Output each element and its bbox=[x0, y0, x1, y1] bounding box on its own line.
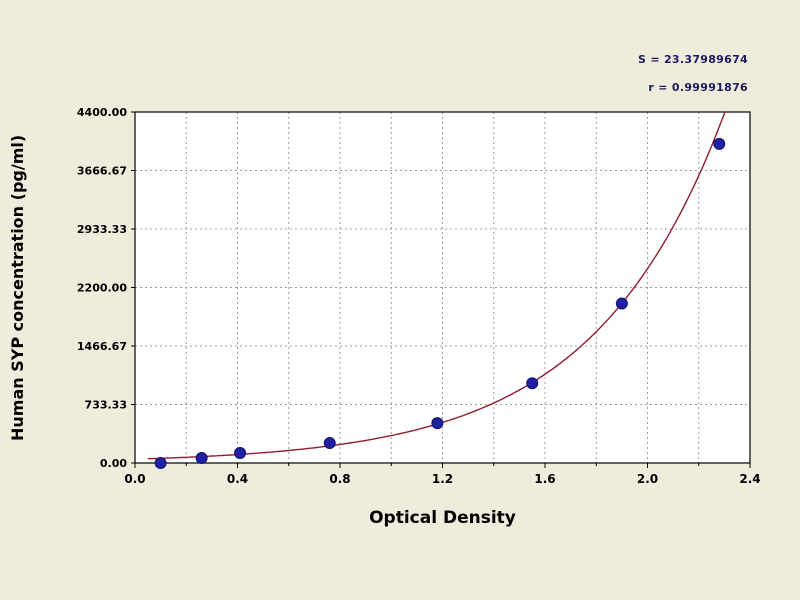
y-axis-title: Human SYP concentration (pg/ml) bbox=[8, 134, 27, 441]
fit-r-value: r = 0.99991876 bbox=[648, 80, 748, 94]
fit-s-value: S = 23.37989674 bbox=[637, 53, 748, 66]
data-point-marker bbox=[195, 452, 208, 465]
y-tick-label: 733.33 bbox=[85, 399, 127, 412]
y-tick-label: 2933.33 bbox=[77, 223, 127, 236]
x-tick-label: 0.4 bbox=[227, 472, 248, 486]
x-tick-label: 0.0 bbox=[124, 472, 145, 486]
y-tick-label: 3666.67 bbox=[77, 164, 127, 177]
y-tick-label: 4400.00 bbox=[77, 106, 127, 119]
x-tick-label: 2.0 bbox=[637, 472, 658, 486]
y-tick-label: 0.00 bbox=[100, 457, 127, 470]
data-point-marker bbox=[526, 377, 539, 390]
data-point-marker bbox=[234, 447, 247, 460]
x-tick-label: 1.6 bbox=[534, 472, 555, 486]
data-point-marker bbox=[323, 437, 336, 450]
x-axis-title: Optical Density bbox=[369, 508, 516, 528]
fit-statistics: S = 23.37989674 r = 0.99991876 bbox=[638, 46, 748, 101]
y-tick-label: 2200.00 bbox=[77, 282, 127, 295]
x-tick-label: 1.2 bbox=[432, 472, 453, 486]
x-tick-label: 0.8 bbox=[329, 472, 350, 486]
data-point-marker bbox=[615, 297, 628, 310]
x-tick-label: 2.4 bbox=[739, 472, 760, 486]
data-point-marker bbox=[154, 457, 167, 469]
data-point-marker bbox=[713, 137, 726, 150]
data-point-marker bbox=[431, 417, 444, 430]
y-tick-label: 1466.67 bbox=[77, 340, 127, 353]
